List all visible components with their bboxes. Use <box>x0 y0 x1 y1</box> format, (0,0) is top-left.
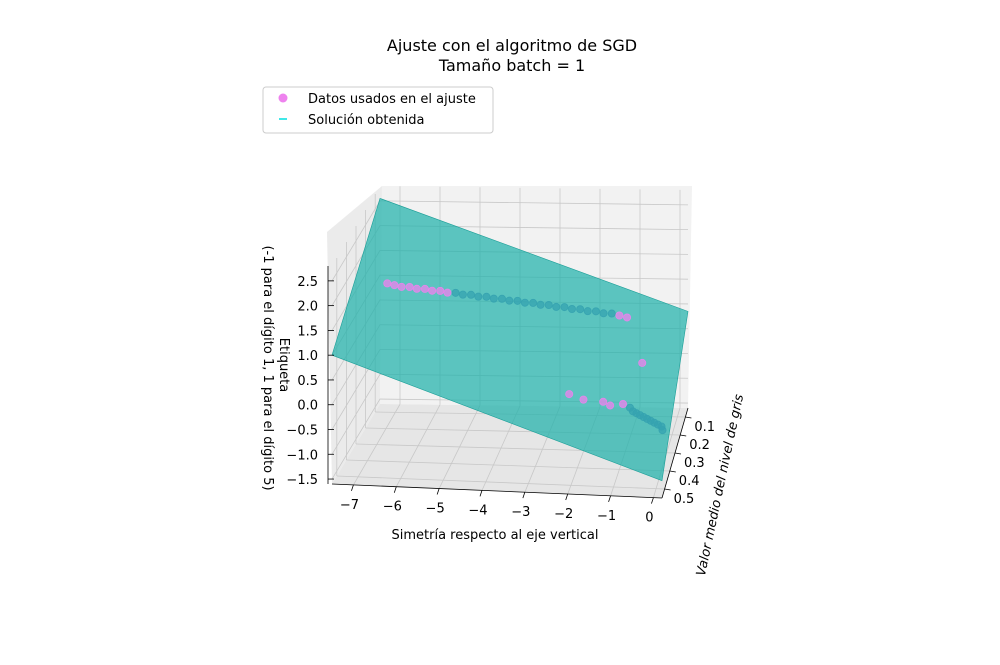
plane-surface <box>331 197 689 482</box>
data-point <box>599 397 608 406</box>
y-tick-label: 0.5 <box>674 492 695 507</box>
x-axis-label: Simetría respecto al eje vertical <box>391 528 598 543</box>
x-tick-mark <box>651 497 654 504</box>
data-point <box>606 401 615 410</box>
x-tick-label: −4 <box>468 503 487 518</box>
data-point <box>619 399 628 408</box>
z-axis-ticks: −1.5 −1.0 −0.5 0.0 0.5 1.0 1.5 2.0 2.5 <box>286 275 334 488</box>
x-axis-line <box>331 483 663 499</box>
data-point <box>390 281 399 290</box>
x-tick-mark <box>522 492 526 499</box>
z-tick-label: −1.5 <box>286 473 318 488</box>
legend-label-solution: Solución obtenida <box>308 113 425 128</box>
z-axis-label-line1: Etiqueta <box>276 338 291 392</box>
x-tick-mark <box>393 486 397 493</box>
z-tick-label: 2.0 <box>297 300 318 315</box>
data-point <box>436 286 445 295</box>
grid-line-y-floor <box>336 475 665 490</box>
data-point <box>397 282 406 291</box>
z-tick-label: 0.0 <box>297 399 318 414</box>
z-tick-label: 2.5 <box>297 275 318 290</box>
x-tick-label: −5 <box>426 502 445 517</box>
x-tick-label: −2 <box>554 507 573 522</box>
y-tick-mark <box>664 488 671 491</box>
y-tick-mark <box>674 452 682 455</box>
legend: Datos usados en el ajuste Solución obten… <box>262 86 494 134</box>
z-tick-label: 0.5 <box>297 374 318 389</box>
solution-plane <box>331 197 689 482</box>
x-tick-label: −3 <box>511 505 530 520</box>
y-tick-label: 0.4 <box>679 474 700 489</box>
y-tick-label: 0.2 <box>689 438 710 453</box>
data-point <box>623 313 632 322</box>
data-point <box>638 358 647 367</box>
x-tick-mark <box>436 488 440 495</box>
chart-title: Ajuste con el algoritmo de SGD <box>387 36 637 55</box>
x-tick-label: −1 <box>597 509 616 524</box>
data-point <box>412 284 421 293</box>
data-point <box>383 279 392 288</box>
z-tick-label: −1.0 <box>286 448 318 463</box>
x-tick-mark <box>479 490 483 497</box>
z-axis-label-line2: (-1 para el dígito 1, 1 para el dígito 5… <box>260 245 275 490</box>
grid-line-y-floor <box>346 459 670 472</box>
y-tick-label: 0.3 <box>684 456 705 471</box>
data-point <box>428 286 437 295</box>
data-point <box>443 288 452 297</box>
y-axis-ticks: 0.1 0.2 0.3 0.4 0.5 <box>664 416 715 507</box>
z-tick-label: −0.5 <box>286 424 318 439</box>
data-point <box>420 284 429 293</box>
x-tick-mark <box>608 495 611 502</box>
y-tick-mark <box>680 434 687 437</box>
legend-box <box>262 86 494 134</box>
z-tick-label: 1.5 <box>297 324 318 339</box>
y-tick-mark <box>669 470 676 473</box>
x-tick-label: −6 <box>383 500 402 515</box>
x-axis-ticks: −7 −6 −5 −4 −3 −2 −1 0 <box>340 484 654 526</box>
legend-marker-data <box>278 93 288 103</box>
x-tick-label: −7 <box>340 498 359 513</box>
data-point <box>579 395 588 404</box>
x-tick-mark <box>351 484 354 492</box>
x-tick-mark <box>565 493 569 501</box>
x-tick-label: 0 <box>645 511 653 526</box>
data-point <box>405 283 414 292</box>
z-tick-label: 1.0 <box>297 349 318 364</box>
y-tick-label: 0.1 <box>694 420 715 435</box>
legend-label-data: Datos usados en el ajuste <box>308 92 476 107</box>
chart-subtitle: Tamaño batch = 1 <box>438 56 585 75</box>
points-in-front <box>383 279 647 410</box>
y-tick-mark <box>685 416 692 419</box>
data-point <box>565 390 574 399</box>
data-point <box>615 311 624 320</box>
